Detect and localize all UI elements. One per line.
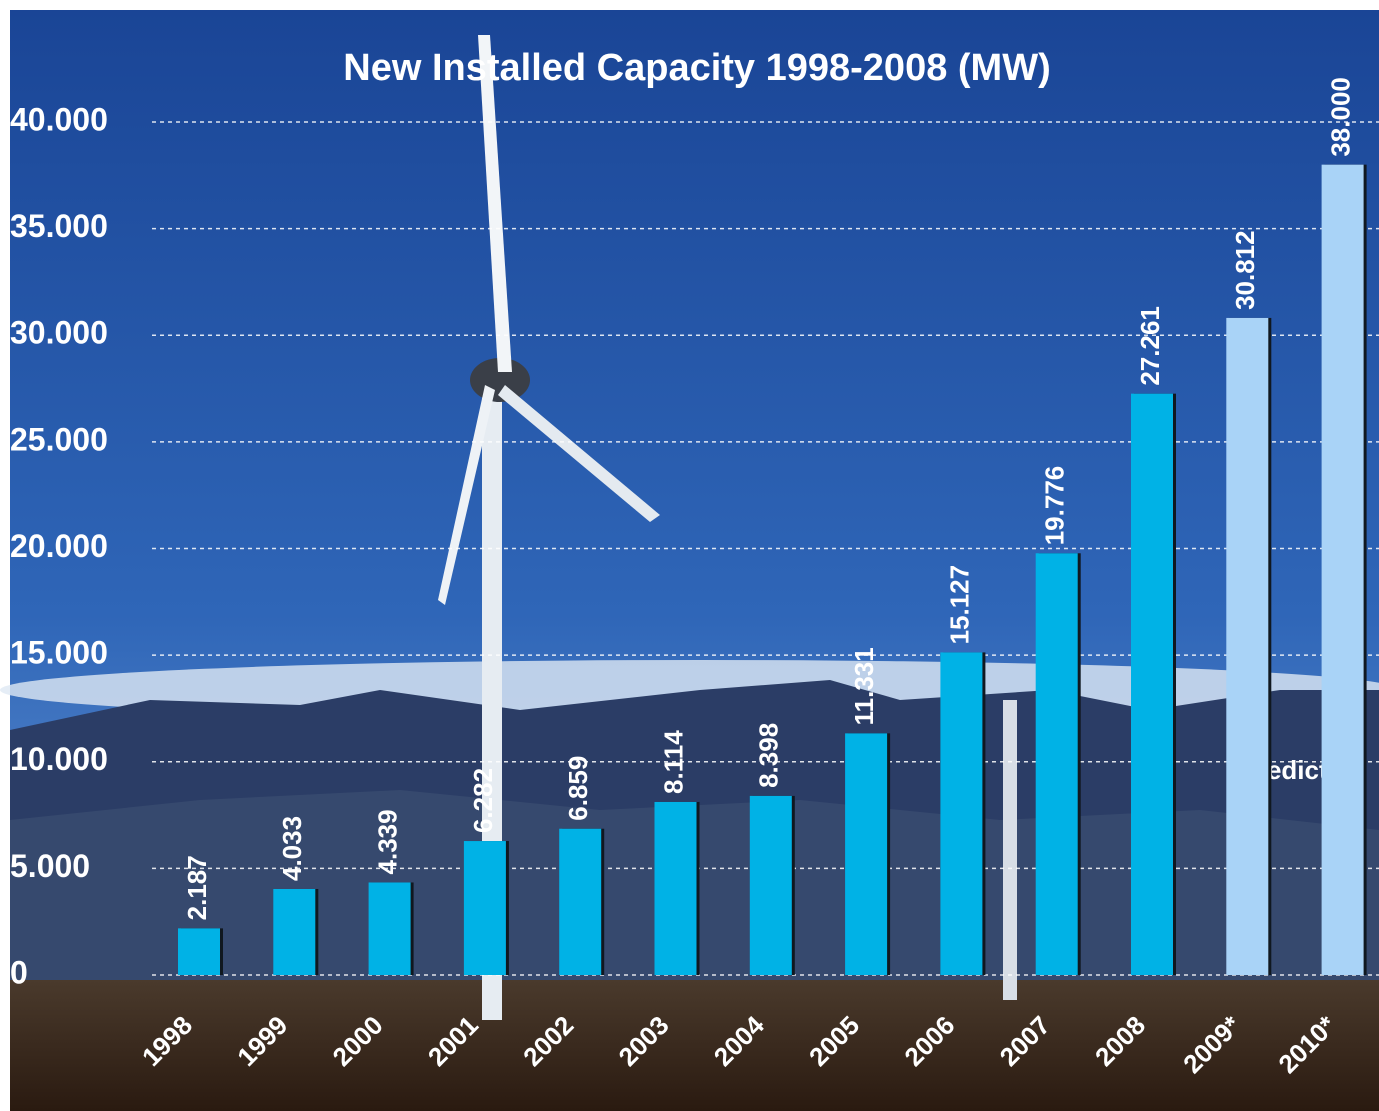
bar: [1226, 317, 1269, 976]
y-tick-label: 40.000: [10, 101, 108, 137]
y-tick-label: 5.000: [10, 848, 90, 884]
value-label: 8.398: [754, 723, 784, 788]
value-label: 6.859: [563, 756, 593, 821]
y-tick-label: 20.000: [10, 528, 108, 564]
bar: [559, 828, 602, 975]
y-tick-label: 25.000: [10, 421, 108, 457]
value-label: 38.000: [1325, 77, 1355, 157]
bar: [273, 888, 316, 975]
y-tick-label: 15.000: [10, 635, 108, 671]
value-label: 11.331: [849, 647, 879, 725]
bar: [368, 882, 411, 975]
value-label: 2.187: [182, 855, 212, 920]
bar: [1131, 393, 1173, 975]
value-label: 8.114: [658, 730, 688, 794]
bar: [749, 795, 792, 975]
value-label: 15.127: [944, 565, 974, 645]
chart-title: New Installed Capacity 1998-2008 (MW): [343, 47, 1050, 89]
bar: [654, 801, 697, 975]
bar: [940, 652, 983, 975]
bar: [845, 733, 888, 975]
bar: [1035, 553, 1078, 975]
y-tick-label: 0: [10, 954, 28, 990]
value-label: 27.261: [1135, 306, 1165, 386]
y-tick-label: 10.000: [10, 741, 108, 777]
value-label: 4.339: [372, 809, 402, 874]
value-label: 30.812: [1230, 230, 1260, 310]
bar: [1321, 164, 1364, 975]
y-tick-label: 35.000: [10, 208, 108, 244]
bar: [463, 841, 506, 975]
value-label: 4.033: [277, 816, 307, 881]
value-label: 6.282: [468, 768, 498, 833]
y-tick-label: 30.000: [10, 315, 108, 351]
value-label: 19.776: [1040, 466, 1070, 546]
bar: [178, 928, 220, 975]
